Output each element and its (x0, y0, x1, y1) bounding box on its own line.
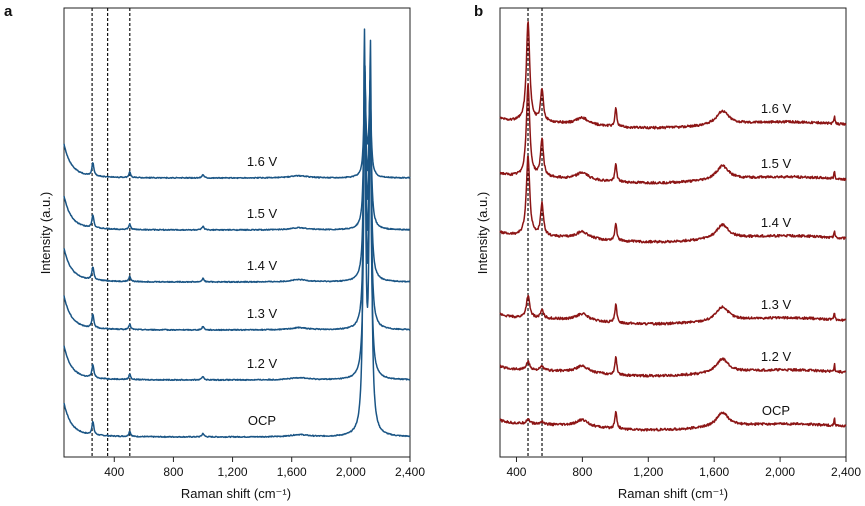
panel-b-x-tick-label: 400 (506, 465, 526, 479)
panel-b-trace-label: 1.5 V (761, 156, 792, 171)
panel-b-x-tick-label: 1,600 (699, 465, 729, 479)
panel-b-trace-label: 1.6 V (761, 101, 792, 116)
panel-a-spectrum-1-2-v (63, 74, 411, 382)
panel-b-x-tick-label: 2,000 (765, 465, 795, 479)
panel-b-frame (499, 7, 847, 458)
panel-a-x-tick-label: 1,200 (218, 465, 248, 479)
panel-a-x-tick-label: 400 (104, 465, 124, 479)
panel-b-spectrum-1-4-v (499, 155, 847, 244)
panel-a-trace-label: 1.2 V (247, 356, 278, 371)
panel-a-trace-labels: OCP 1.2 V 1.3 V 1.4 V 1.5 V 1.6 V (247, 154, 278, 428)
panel-b-x-tick-label: 2,400 (831, 465, 861, 479)
panel-a-trace-label: OCP (248, 413, 276, 428)
panel-b-trace-label: OCP (762, 403, 790, 418)
panel-b-y-axis-title: Intensity (a.u.) (475, 192, 490, 274)
panel-b-spectrum-1-2-v (499, 356, 847, 378)
panel-a-x-tick-label: 1,600 (277, 465, 307, 479)
panel-a-trace-label: 1.4 V (247, 258, 278, 273)
panel-a-y-axis-title: Intensity (a.u.) (38, 192, 53, 274)
panel-a-x-tick-label: 2,400 (395, 465, 425, 479)
panel-b-trace-label: 1.3 V (761, 297, 792, 312)
panel-b-spectrum-1-6-v (499, 21, 847, 130)
panel-b-spectrum-ocp (499, 410, 847, 432)
panel-a-x-axis-title: Raman shift (cm⁻¹) (181, 486, 291, 501)
panel-a-spectrum-1-6-v (63, 87, 411, 180)
panel-a-series-group (63, 28, 411, 439)
panel-a-trace-label: 1.6 V (247, 154, 278, 169)
panel-b-trace-label: 1.2 V (761, 349, 792, 364)
panel-b-trace-labels: OCP 1.2 V 1.3 V 1.4 V 1.5 V 1.6 V (761, 101, 792, 418)
panel-b-label: b (474, 3, 483, 20)
panel-a-spectrum-1-4-v (63, 65, 411, 284)
panel-a-reference-lines (91, 8, 131, 457)
panel-a: a Intensity (a.u.) Raman shift (cm⁻¹) 40… (4, 3, 425, 501)
panel-b-trace-label: 1.4 V (761, 215, 792, 230)
panel-b-series-group (499, 21, 847, 432)
panel-b-spectrum-1-5-v (499, 83, 847, 185)
panel-a-x-tick-label: 800 (163, 465, 183, 479)
panel-a-spectrum-ocp (63, 28, 411, 439)
panel-a-x-ticks: 400 800 1,200 1,600 2,000 2,400 (104, 457, 425, 479)
panel-b-x-tick-label: 800 (572, 465, 592, 479)
panel-b-x-ticks: 400 800 1,200 1,600 2,000 2,400 (506, 457, 861, 479)
panel-b-x-tick-label: 1,200 (633, 465, 663, 479)
panel-a-frame (63, 7, 411, 458)
panel-a-label: a (4, 3, 13, 20)
panel-b-spectrum-1-3-v (499, 294, 847, 326)
panel-b-x-axis-title: Raman shift (cm⁻¹) (618, 486, 728, 501)
panel-a-spectrum-1-3-v (63, 71, 411, 332)
panel-a-trace-label: 1.5 V (247, 206, 278, 221)
panel-b: b Intensity (a.u.) Raman shift (cm⁻¹) 40… (474, 3, 861, 501)
panel-a-trace-label: 1.3 V (247, 306, 278, 321)
panel-a-x-tick-label: 2,000 (336, 465, 366, 479)
panel-a-spectrum-1-5-v (63, 76, 411, 232)
